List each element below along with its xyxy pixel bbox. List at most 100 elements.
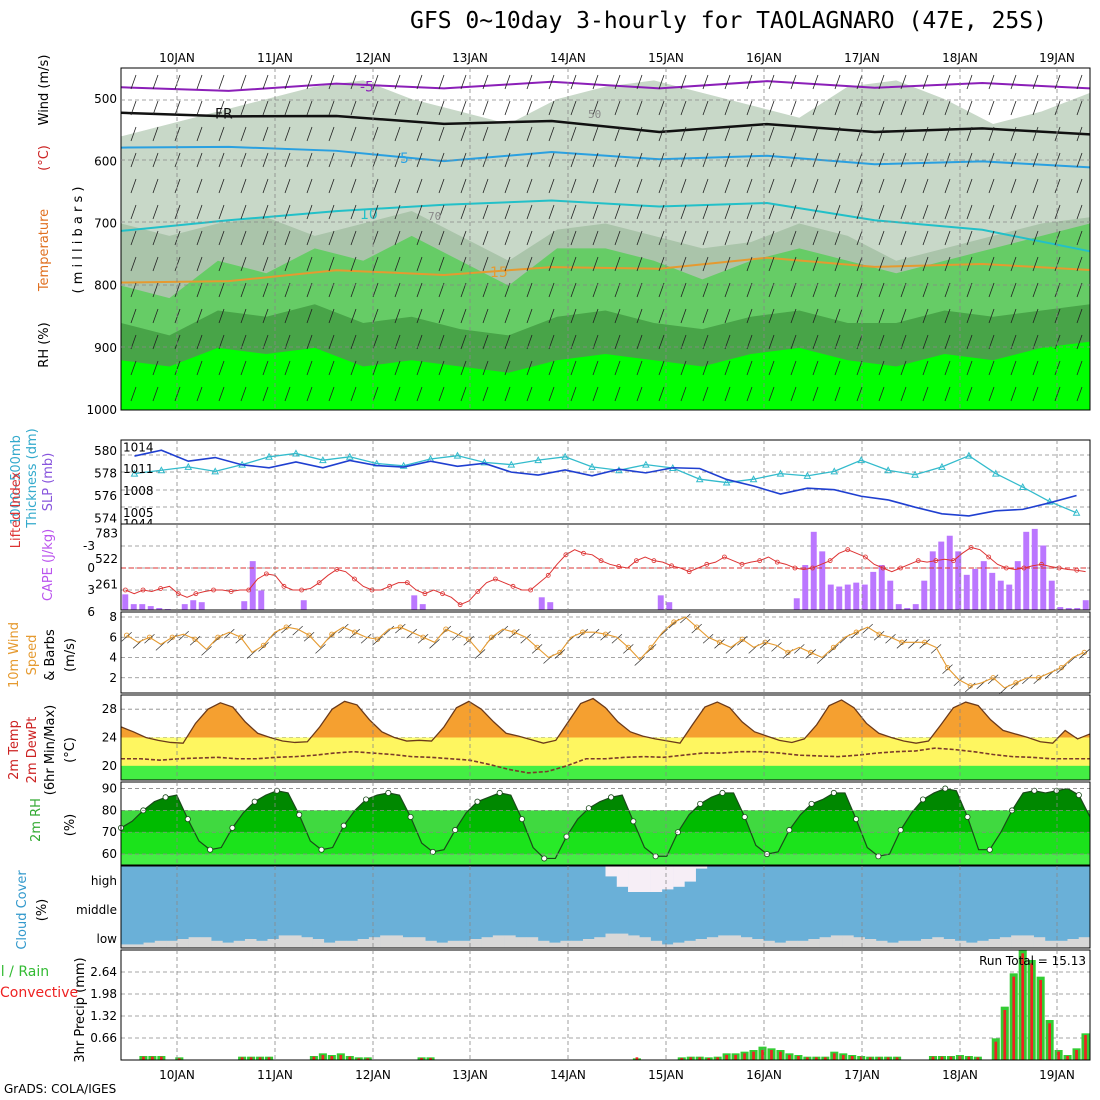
cape-bar-4 [156,608,163,610]
wind-barb-20 [349,628,360,639]
profile-barb [1054,100,1061,116]
li-point-82 [845,547,851,553]
wind-yunit: (m/s) [63,638,78,672]
profile-barb [570,178,577,194]
profile-barb [834,230,841,246]
profile-barb [834,282,841,298]
profile-barb [768,204,775,220]
profile-y-tick-1: 600 [94,154,117,168]
wind-barb-45 [634,656,645,666]
precip-conv-81 [850,1056,854,1060]
profile-barb [504,204,511,220]
cape-bar-103 [997,580,1004,610]
profile-barb [834,74,841,90]
wind-point-50 [694,624,700,630]
profile-barb [790,74,797,90]
cloud-low-60 [797,940,809,948]
profile-barb [790,230,797,246]
cape-bg [121,524,1090,610]
precip-conv-70 [752,1051,755,1060]
cloud-low-51 [695,939,708,948]
precip-conv-34 [429,1058,432,1060]
profile-barb [812,230,819,246]
profile-barb [372,386,379,402]
profile-barb [482,100,489,116]
slp-ylabel-thick2: 1000~500mb [9,435,24,525]
precip-conv-78 [823,1057,827,1060]
slp-bg [121,440,1090,524]
cloud-low-64 [842,935,854,948]
bottom-day-label-8: 18JAN [942,1068,978,1082]
profile-barb [1010,126,1017,142]
cloud-low-17 [312,939,325,948]
precip-conv-69 [743,1053,746,1060]
profile-barb [680,360,687,376]
profile-barb [812,334,819,350]
cloud-high-43 [605,866,618,877]
wind-barb-68 [896,639,908,649]
wind-barb-34 [509,628,520,639]
precip-conv-97 [994,1041,998,1060]
profile-barb [614,334,621,350]
profile-barb [724,204,731,220]
profile-barb [262,360,269,376]
precip-conv-91 [940,1056,944,1060]
thickness-point-27 [857,456,866,464]
profile-barb [768,334,775,350]
profile-barb [834,386,841,402]
profile-barb [130,386,137,402]
temp-tick-0: 28 [102,702,117,716]
profile-barb [328,178,335,194]
profile-barb [702,100,709,116]
profile-barb [284,178,291,194]
bottom-day-label-1: 11JAN [257,1068,293,1082]
profile-y-tick-3: 800 [94,279,117,293]
profile-barb [1054,360,1061,376]
profile-frame [120,67,1091,411]
rh-band-60 [121,854,1090,865]
credit-label: GrADS: COLA/IGES [4,1082,117,1096]
profile-barb [1032,100,1039,116]
cloud-low-74 [954,940,967,948]
profile-barb [614,74,621,90]
cloud-low-54 [729,935,742,948]
profile-barb [1010,308,1017,324]
profile-barb [724,74,731,90]
slp-ylabel-slp: SLP (mb) [41,453,56,512]
profile-barb [878,152,885,168]
cloud-low-24 [391,935,403,948]
profile-barb [372,100,379,116]
profile-barb [284,360,291,376]
li-point-36 [440,591,445,597]
cape-bar-104 [1006,584,1013,610]
profile-barb [1076,204,1083,220]
profile-barb [438,100,445,116]
cloud-low-76 [977,940,989,948]
profile-barb [284,386,291,402]
rh-contour-label-50: 50 [588,108,601,121]
cloud-low-28 [436,942,449,948]
wind-barb-23 [383,625,395,636]
profile-barb [328,100,335,116]
top-day-label-9: 19JAN [1039,51,1075,65]
wind-barb-51 [702,633,714,644]
wind-point-6 [192,636,198,642]
rh-point-24 [385,789,392,796]
rh-yunit: (%) [63,814,78,837]
cape-bar-91 [895,604,902,610]
rh-point-54 [719,789,726,796]
wind-barb-10 [235,633,246,644]
rh-point-72 [919,796,926,803]
wind-barb-24 [395,623,406,634]
profile-barb [548,282,555,298]
profile-barb [856,126,863,142]
wind-point-18 [329,631,335,637]
wind-barb-46 [645,644,657,654]
cloud-low-18 [323,942,336,948]
profile-barb [196,334,203,350]
thickness-point-31 [965,451,973,459]
cloud-low-78 [999,937,1012,948]
profile-barb [570,152,577,168]
profile-barb [724,178,731,194]
profile-barb [372,360,379,376]
